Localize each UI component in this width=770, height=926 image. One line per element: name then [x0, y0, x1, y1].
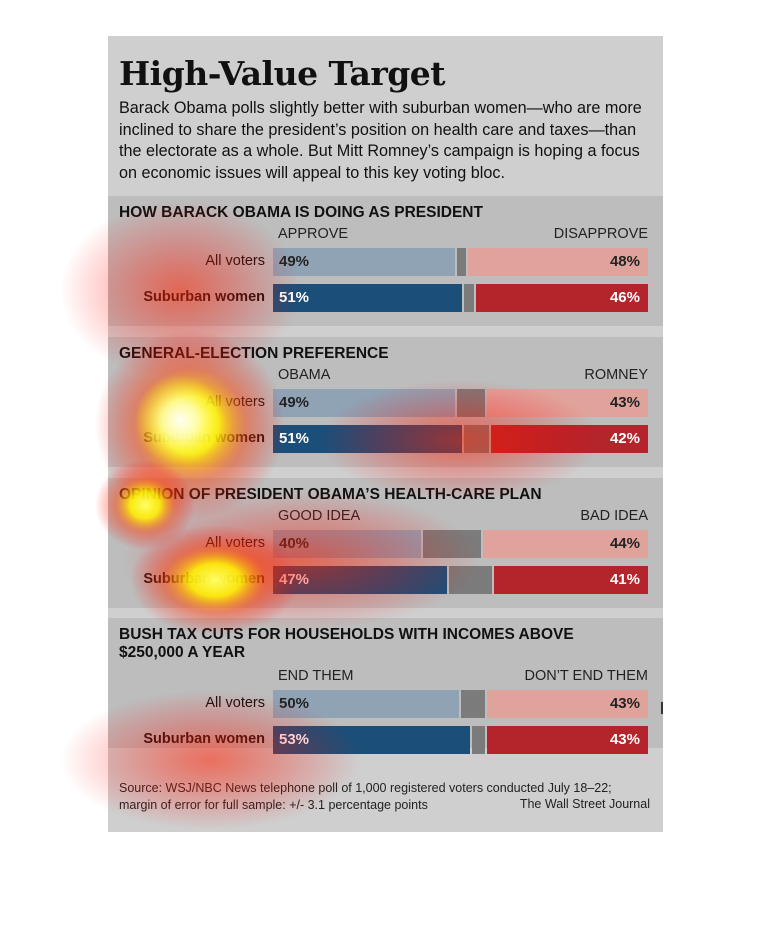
left-bar-segment: 47%: [273, 566, 448, 594]
left-column-header: APPROVE: [278, 226, 349, 242]
stacked-bar: 40% 44%: [273, 530, 648, 558]
right-value-label: 46%: [609, 289, 640, 306]
left-value-label: 53%: [279, 731, 310, 748]
left-value-label: 49%: [279, 253, 310, 270]
left-bar-segment: 49%: [273, 248, 455, 276]
chart-panel: OPINION OF PRESIDENT OBAMA’S HEALTH-CARE…: [108, 478, 663, 608]
panel-title: GENERAL-ELECTION PREFERENCE: [119, 345, 389, 362]
chart-panel: BUSH TAX CUTS FOR HOUSEHOLDS WITH INCOME…: [108, 618, 663, 754]
infographic-card: High-Value Target Barack Obama polls sli…: [108, 36, 663, 832]
neutral-bar-segment: [456, 248, 466, 276]
left-value-label: 47%: [279, 571, 310, 588]
chart-title: High-Value Target: [119, 54, 446, 93]
text-cursor: [661, 702, 663, 714]
right-bar-segment: 43%: [486, 690, 648, 718]
row-label: All voters: [205, 394, 265, 410]
neutral-bar-segment: [464, 284, 474, 312]
neutral-bar-segment: [460, 690, 485, 718]
right-value-label: 43%: [609, 394, 640, 411]
right-value-label: 43%: [609, 695, 640, 712]
panel-title: OPINION OF PRESIDENT OBAMA’S HEALTH-CARE…: [119, 486, 542, 503]
intro-text: Barack Obama polls slightly better with …: [119, 99, 642, 182]
right-column-header: BAD IDEA: [580, 508, 648, 524]
right-bar-segment: 44%: [483, 530, 648, 558]
row-label: All voters: [205, 253, 265, 269]
row-label: Suburban women: [143, 571, 265, 587]
left-column-header: OBAMA: [278, 367, 331, 383]
left-bar-segment: 50%: [273, 690, 459, 718]
row-label: All voters: [205, 535, 265, 551]
right-column-header: ROMNEY: [584, 367, 648, 383]
stacked-bar: 50% 43%: [273, 690, 648, 718]
row-label: All voters: [205, 695, 265, 711]
left-value-label: 49%: [279, 394, 310, 411]
right-value-label: 48%: [609, 253, 640, 270]
stacked-bar: 51% 46%: [273, 284, 648, 312]
chart-panel: GENERAL-ELECTION PREFERENCE OBAMA ROMNEY Al…: [108, 337, 663, 467]
right-bar-segment: 48%: [468, 248, 648, 276]
right-value-label: 42%: [609, 430, 640, 447]
right-bar-segment: 42%: [490, 425, 648, 453]
row-label: Suburban women: [143, 731, 265, 747]
stacked-bar: 53% 43%: [273, 726, 648, 754]
left-bar-segment: 53%: [273, 726, 470, 754]
panel-title: BUSH TAX CUTS FOR HOUSEHOLDS WITH INCOME…: [119, 626, 574, 661]
right-bar-segment: 43%: [486, 389, 648, 417]
left-value-label: 51%: [279, 289, 310, 306]
panel-title: HOW BARACK OBAMA IS DOING AS PRESIDENT: [119, 204, 483, 221]
right-column-header: DISAPPROVE: [553, 226, 648, 242]
left-column-header: GOOD IDEA: [278, 508, 361, 524]
credit-line: The Wall Street Journal: [519, 797, 650, 811]
stacked-bar: 49% 48%: [273, 248, 648, 276]
stacked-bar: 49% 43%: [273, 389, 648, 417]
stacked-bar: 51% 42%: [273, 425, 648, 453]
source-line-1: Source: WSJ/NBC News telephone poll of 1…: [119, 781, 612, 795]
left-bar-segment: 49%: [273, 389, 455, 417]
right-bar-segment: 46%: [475, 284, 648, 312]
right-value-label: 44%: [609, 535, 640, 552]
neutral-bar-segment: [423, 530, 481, 558]
right-column-header: DON’T END THEM: [524, 668, 648, 684]
left-bar-segment: 51%: [273, 425, 463, 453]
neutral-bar-segment: [471, 726, 485, 754]
left-column-header: END THEM: [278, 668, 354, 684]
row-label: Suburban women: [143, 289, 265, 305]
stacked-bar: 47% 41%: [273, 566, 648, 594]
right-value-label: 43%: [609, 731, 640, 748]
neutral-bar-segment: [456, 389, 485, 417]
left-bar-segment: 40%: [273, 530, 421, 558]
neutral-bar-segment: [449, 566, 493, 594]
right-bar-segment: 41%: [494, 566, 648, 594]
right-bar-segment: 43%: [486, 726, 648, 754]
chart-panel: HOW BARACK OBAMA IS DOING AS PRESIDENT AP…: [108, 196, 663, 326]
left-value-label: 50%: [279, 695, 310, 712]
left-value-label: 40%: [279, 535, 310, 552]
neutral-bar-segment: [464, 425, 489, 453]
row-label: Suburban women: [143, 430, 265, 446]
right-value-label: 41%: [609, 571, 640, 588]
left-bar-segment: 51%: [273, 284, 463, 312]
left-value-label: 51%: [279, 430, 310, 447]
